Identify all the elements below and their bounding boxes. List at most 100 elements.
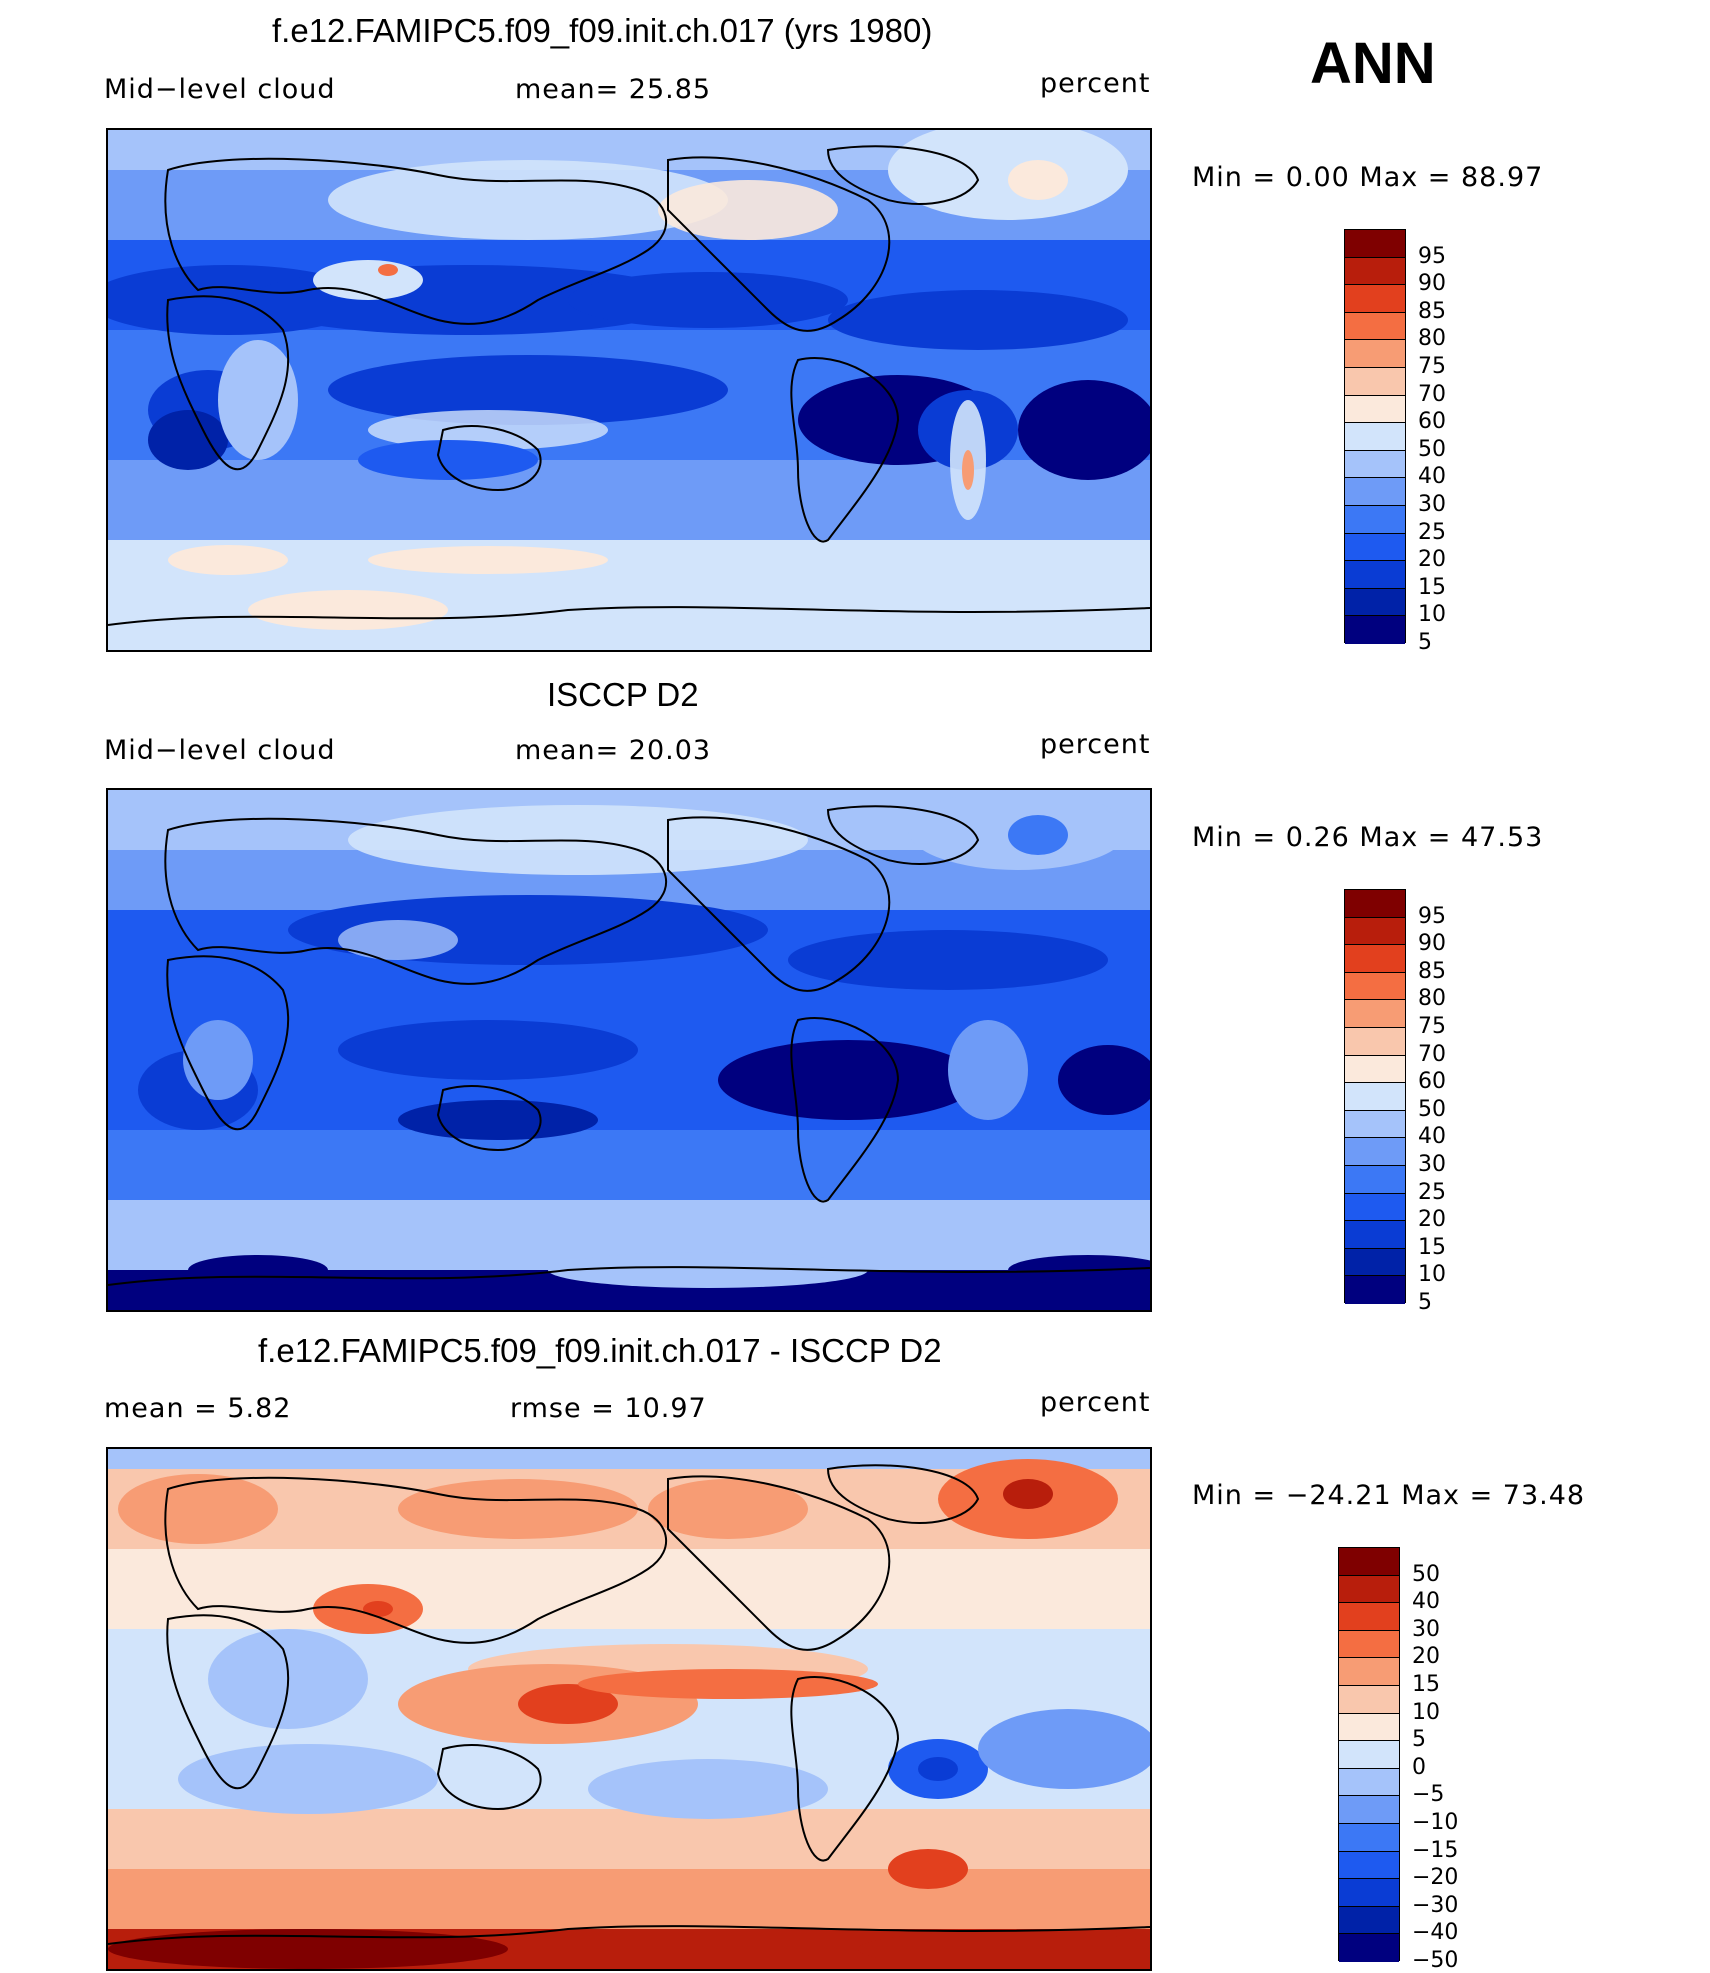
colorbar-tick-label: 70: [1418, 1041, 1446, 1067]
colorbar-tick-label: 10: [1418, 1262, 1446, 1288]
colorbar-tick-label: 40: [1418, 464, 1446, 490]
panel-2-units-label: percent: [1040, 729, 1151, 760]
field-contour: [148, 410, 228, 470]
colorbar-swatch: [1339, 1796, 1399, 1824]
coastline: [164, 1476, 668, 1644]
coastline: [667, 1475, 891, 1651]
colorbar-swatch: [1339, 1741, 1399, 1769]
colorbar-tick-label: 60: [1418, 409, 1446, 435]
panel-3-units-label: percent: [1040, 1387, 1151, 1418]
colorbar-swatch: [1339, 1768, 1399, 1797]
colorbar-tick-label: 10: [1418, 602, 1446, 628]
field-contour: [948, 1020, 1028, 1120]
coastline: [166, 1614, 290, 1790]
coastline: [667, 156, 891, 332]
panel-1-map: [106, 128, 1152, 652]
colorbar-swatch: [1339, 1630, 1399, 1659]
colorbar-tick-label: 25: [1418, 1179, 1446, 1205]
panel-2-colorbar: [1344, 889, 1406, 1304]
colorbar-tick-label: 10: [1412, 1699, 1440, 1725]
coastline: [826, 805, 980, 865]
colorbar-swatch: [1345, 257, 1405, 286]
panel-2-mean-label: mean= 20.03: [515, 735, 712, 766]
colorbar-swatch: [1345, 1193, 1405, 1222]
field-band: [108, 1449, 1150, 1469]
panel-2-title: ISCCP D2: [547, 676, 699, 713]
field-contour: [398, 1479, 638, 1539]
colorbar-tick-label: 5: [1418, 1290, 1432, 1315]
colorbar-tick-label: 50: [1418, 1096, 1446, 1122]
field-contour: [1003, 1479, 1053, 1509]
panel-1-colorbar: [1344, 229, 1406, 644]
panel-2-minmax: Min = 0.26 Max = 47.53: [1192, 822, 1544, 853]
panel-3-rmse-label: rmse = 10.97: [510, 1393, 707, 1424]
coastline: [790, 1676, 900, 1862]
field-contour: [548, 1252, 868, 1288]
colorbar-swatch: [1339, 1658, 1399, 1686]
field-contour: [368, 410, 608, 450]
coastline: [166, 955, 290, 1131]
colorbar-tick-label: 75: [1418, 354, 1446, 379]
panel-2-map-svg: [108, 790, 1150, 1310]
colorbar-tick-label: 75: [1418, 1014, 1446, 1039]
field-contour: [368, 546, 608, 574]
panel-3-map: [106, 1447, 1152, 1971]
panel-3-mean-label: mean = 5.82: [104, 1393, 292, 1424]
coastline: [826, 1464, 980, 1524]
field-contour: [962, 450, 974, 490]
colorbar-tick-label: 15: [1418, 574, 1446, 600]
field-contour: [363, 1601, 393, 1617]
colorbar-swatch: [1339, 1851, 1399, 1880]
coastline: [436, 1085, 542, 1152]
panel-2-variable-label: Mid−level cloud: [104, 735, 336, 766]
panel-3-colorbar: [1338, 1547, 1400, 1962]
field-contour: [248, 590, 448, 630]
colorbar-swatch: [1345, 478, 1405, 506]
field-contour: [1058, 1045, 1150, 1115]
colorbar-tick-label: 40: [1418, 1124, 1446, 1150]
colorbar-tick-label: 15: [1418, 1234, 1446, 1260]
colorbar-tick-label: 5: [1412, 1727, 1426, 1753]
colorbar-tick-label: 50: [1418, 436, 1446, 462]
panel-1-minmax: Min = 0.00 Max = 88.97: [1192, 162, 1544, 193]
colorbar-tick-label: −40: [1412, 1920, 1459, 1946]
colorbar-swatch: [1345, 367, 1405, 396]
colorbar-tick-label: −20: [1412, 1865, 1459, 1891]
colorbar-swatch: [1345, 340, 1405, 368]
coastline: [790, 1017, 900, 1203]
field-contour: [1018, 380, 1150, 480]
colorbar-swatch: [1345, 1248, 1405, 1277]
colorbar-swatch: [1339, 1906, 1399, 1935]
field-contour: [588, 1759, 828, 1819]
field-band: [108, 1130, 1150, 1200]
colorbar-tick-label: 25: [1418, 519, 1446, 545]
colorbar-tick-label: 20: [1418, 547, 1446, 573]
field-contour: [1008, 815, 1068, 855]
panel-3-map-svg: [108, 1449, 1150, 1969]
colorbar-swatch: [1339, 1934, 1399, 1962]
colorbar-tick-label: 80: [1418, 326, 1446, 352]
field-contour: [108, 1929, 508, 1969]
colorbar-swatch: [1339, 1879, 1399, 1907]
field-contour: [338, 920, 458, 960]
field-contour: [183, 1020, 253, 1100]
panel-3-title: f.e12.FAMIPC5.f09_f09.init.ch.017 - ISCC…: [258, 1332, 942, 1369]
colorbar-swatch: [1345, 1138, 1405, 1166]
colorbar-swatch: [1339, 1685, 1399, 1714]
field-contour: [888, 130, 1128, 220]
panel-1-map-svg: [108, 130, 1150, 650]
colorbar-swatch: [1345, 423, 1405, 451]
field-contour: [398, 1100, 598, 1140]
field-contour: [578, 1669, 878, 1699]
colorbar-tick-label: 0: [1412, 1754, 1426, 1780]
colorbar-swatch: [1345, 561, 1405, 589]
colorbar-swatch: [1345, 1055, 1405, 1084]
colorbar-tick-label: 50: [1412, 1561, 1440, 1587]
coastline: [826, 145, 980, 205]
colorbar-tick-label: 40: [1412, 1589, 1440, 1615]
colorbar-tick-label: −10: [1412, 1810, 1459, 1835]
colorbar-swatch: [1345, 533, 1405, 562]
field-band: [108, 1809, 1150, 1869]
colorbar-tick-label: 90: [1418, 271, 1446, 297]
colorbar-swatch: [1345, 285, 1405, 313]
